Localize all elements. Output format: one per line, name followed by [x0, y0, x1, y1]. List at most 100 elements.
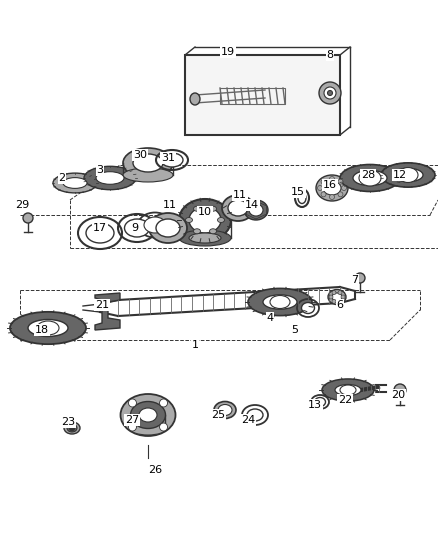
Text: 23: 23	[61, 417, 75, 427]
Text: 16: 16	[323, 180, 337, 190]
Text: 8: 8	[326, 50, 334, 60]
Circle shape	[341, 295, 345, 299]
Circle shape	[332, 300, 336, 303]
Ellipse shape	[314, 398, 325, 407]
Text: 19: 19	[221, 47, 235, 57]
Ellipse shape	[161, 153, 183, 167]
Text: 28: 28	[361, 170, 375, 180]
Ellipse shape	[123, 148, 173, 178]
Ellipse shape	[218, 405, 232, 416]
Ellipse shape	[53, 173, 97, 193]
Text: 31: 31	[161, 153, 175, 163]
Circle shape	[329, 195, 335, 199]
Circle shape	[128, 423, 137, 431]
Ellipse shape	[131, 423, 166, 435]
Ellipse shape	[214, 401, 236, 418]
Circle shape	[394, 384, 406, 396]
Ellipse shape	[393, 168, 423, 182]
Text: 24: 24	[241, 415, 255, 425]
Ellipse shape	[156, 219, 180, 237]
Text: 20: 20	[391, 390, 405, 400]
Ellipse shape	[67, 424, 77, 432]
Ellipse shape	[123, 168, 173, 182]
Ellipse shape	[247, 409, 263, 421]
Circle shape	[355, 273, 365, 283]
Ellipse shape	[209, 206, 216, 211]
Circle shape	[338, 300, 342, 303]
Ellipse shape	[298, 192, 306, 204]
Polygon shape	[95, 293, 120, 330]
Ellipse shape	[28, 319, 68, 336]
Ellipse shape	[248, 288, 312, 316]
Ellipse shape	[63, 177, 87, 188]
Text: 27: 27	[125, 415, 139, 425]
Ellipse shape	[270, 295, 290, 309]
Ellipse shape	[301, 303, 314, 313]
Text: 12: 12	[393, 170, 407, 180]
Circle shape	[332, 290, 336, 295]
Ellipse shape	[131, 401, 166, 429]
Text: 18: 18	[35, 325, 49, 335]
Ellipse shape	[37, 321, 59, 335]
Ellipse shape	[335, 384, 361, 395]
Ellipse shape	[194, 229, 201, 234]
Ellipse shape	[133, 154, 163, 172]
Text: 7: 7	[351, 275, 359, 285]
Circle shape	[321, 192, 326, 197]
Circle shape	[338, 179, 343, 184]
Text: 2: 2	[58, 173, 66, 183]
Ellipse shape	[381, 163, 435, 187]
Text: 4: 4	[266, 313, 274, 323]
Circle shape	[329, 176, 335, 182]
Text: 6: 6	[336, 300, 343, 310]
Ellipse shape	[398, 167, 418, 182]
Ellipse shape	[96, 172, 124, 184]
Ellipse shape	[186, 217, 192, 222]
Ellipse shape	[324, 87, 336, 99]
Ellipse shape	[86, 223, 114, 243]
Ellipse shape	[190, 93, 200, 105]
Circle shape	[128, 399, 137, 407]
Circle shape	[318, 185, 322, 190]
Ellipse shape	[194, 206, 201, 211]
Circle shape	[338, 290, 342, 295]
Ellipse shape	[228, 200, 248, 216]
Ellipse shape	[319, 82, 341, 104]
Ellipse shape	[332, 293, 342, 301]
Ellipse shape	[120, 394, 176, 436]
Ellipse shape	[328, 289, 346, 304]
Ellipse shape	[149, 213, 187, 243]
Ellipse shape	[328, 91, 332, 95]
Bar	[220, 88, 285, 104]
Circle shape	[23, 213, 33, 223]
Text: 17: 17	[93, 223, 107, 233]
Circle shape	[321, 179, 326, 184]
Circle shape	[338, 192, 343, 197]
Text: 15: 15	[291, 187, 305, 197]
Ellipse shape	[323, 181, 341, 195]
Ellipse shape	[84, 166, 136, 190]
Ellipse shape	[249, 204, 263, 216]
Circle shape	[159, 399, 168, 407]
Ellipse shape	[340, 165, 400, 191]
Ellipse shape	[144, 217, 166, 233]
Ellipse shape	[64, 422, 80, 434]
Ellipse shape	[222, 195, 254, 221]
Text: 29: 29	[15, 200, 29, 210]
Circle shape	[329, 295, 333, 299]
Ellipse shape	[244, 200, 268, 220]
Text: 5: 5	[292, 325, 299, 335]
Ellipse shape	[316, 175, 348, 201]
Ellipse shape	[340, 385, 356, 395]
Circle shape	[69, 425, 75, 431]
Text: 3: 3	[96, 165, 103, 175]
Ellipse shape	[189, 207, 221, 233]
Ellipse shape	[179, 199, 231, 241]
Text: 14: 14	[245, 200, 259, 210]
Text: 30: 30	[133, 150, 147, 160]
Bar	[185, 55, 340, 135]
Circle shape	[159, 423, 168, 431]
Text: 9: 9	[131, 223, 138, 233]
Text: 11: 11	[163, 200, 177, 210]
Ellipse shape	[209, 229, 216, 234]
